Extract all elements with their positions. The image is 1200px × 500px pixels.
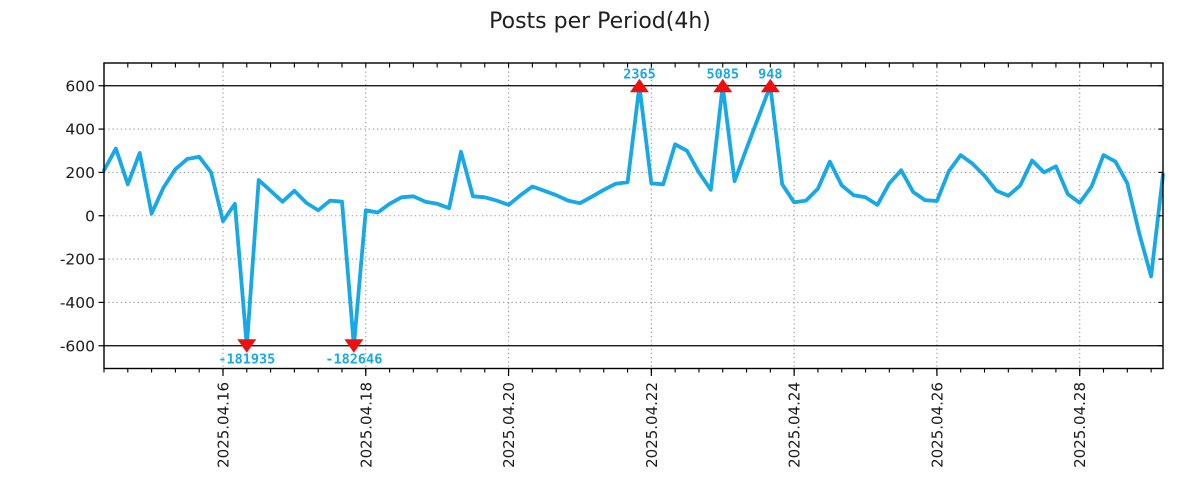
valley-marker-icon — [344, 339, 364, 353]
peak-marker-icon — [760, 78, 780, 93]
valley-marker-icon — [237, 339, 257, 353]
peak-value-label: 948 — [758, 66, 782, 82]
y-tick-label: 0 — [85, 207, 95, 225]
x-tick-label: 2025.04.26 — [928, 382, 946, 468]
x-tick-label: 2025.04.22 — [643, 382, 661, 468]
x-tick-label: 2025.04.20 — [500, 382, 518, 468]
y-tick-label: 400 — [65, 121, 95, 139]
y-tick-label: -400 — [60, 294, 95, 312]
x-tick-label: 2025.04.16 — [214, 382, 232, 468]
y-tick-label: -600 — [60, 337, 95, 355]
x-tick-label: 2025.04.24 — [786, 382, 804, 468]
peak-value-label: 2365 — [623, 66, 656, 82]
peak-value-label: 5085 — [706, 66, 739, 82]
peak-marker-icon — [713, 78, 733, 93]
peak-marker-icon — [629, 78, 649, 93]
chart-title: Posts per Period(4h) — [489, 9, 711, 34]
valley-value-label: -181935 — [218, 351, 275, 367]
valley-value-label: -182646 — [325, 351, 382, 367]
y-tick-label: -200 — [60, 251, 95, 269]
x-tick-label: 2025.04.28 — [1071, 382, 1089, 468]
x-tick-label: 2025.04.18 — [357, 382, 375, 468]
series-line — [102, 83, 1165, 348]
y-tick-label: 200 — [65, 164, 95, 182]
y-tick-label: 600 — [65, 77, 95, 95]
